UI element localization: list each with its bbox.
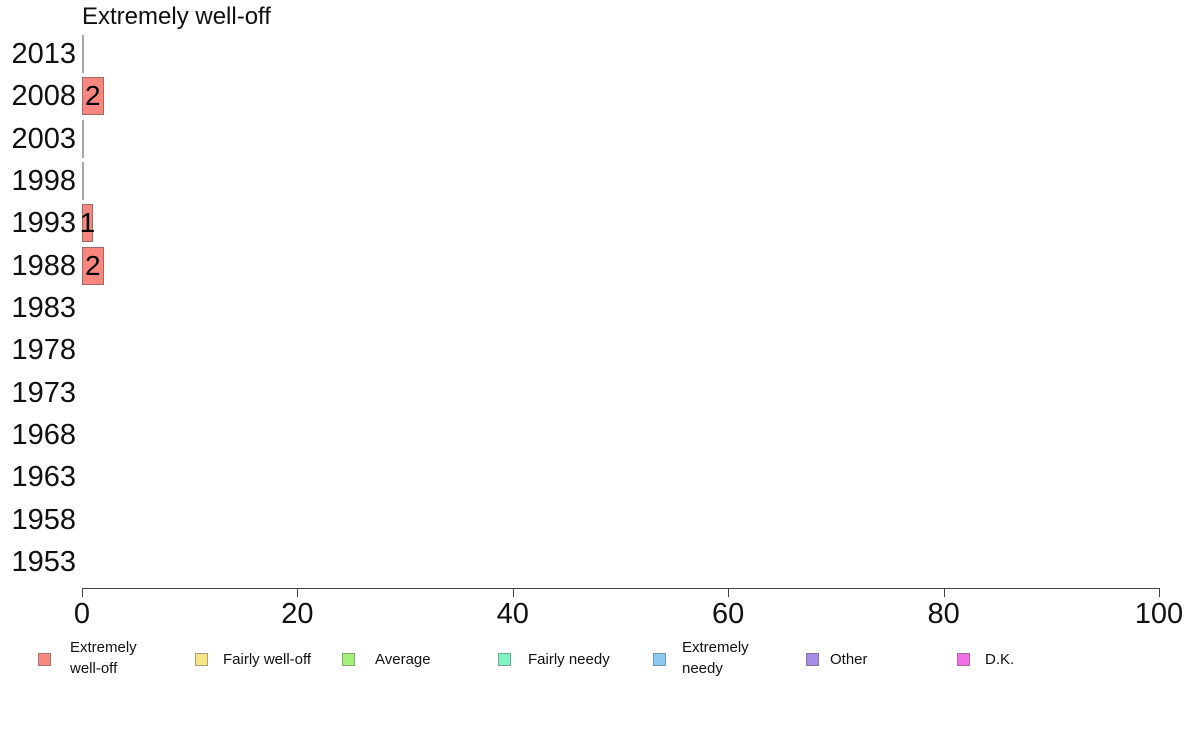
legend-item[interactable]: Fairly well-off xyxy=(195,636,333,682)
bar xyxy=(82,246,104,285)
y-tick-label: 1958 xyxy=(11,503,76,536)
x-tick-label: 100 xyxy=(1134,598,1184,630)
x-tick-mark xyxy=(728,588,730,597)
bar xyxy=(82,204,93,243)
bar-value-label: 2 xyxy=(84,80,101,112)
chart-title: Extremely well-off xyxy=(82,3,271,30)
y-tick-label: 1993 xyxy=(11,207,76,240)
legend-swatch xyxy=(653,653,666,666)
x-tick-label: 80 xyxy=(927,598,960,630)
legend-item[interactable]: Other xyxy=(806,636,940,682)
x-tick-label: 20 xyxy=(281,598,314,630)
y-tick-label: 2003 xyxy=(11,122,76,155)
y-tick-label: 1973 xyxy=(11,376,76,409)
legend-label: Extremely well-off xyxy=(70,639,137,677)
legend-label: Fairly well-off xyxy=(223,651,312,668)
y-tick-label: 1988 xyxy=(11,249,76,282)
legend-item[interactable]: Extremely well-off xyxy=(38,636,180,682)
legend-swatch xyxy=(195,653,208,666)
legend-label: Average xyxy=(375,651,431,668)
y-tick-label: 1978 xyxy=(11,334,76,367)
x-tick-mark xyxy=(1159,588,1160,597)
zero-value-bar xyxy=(82,119,84,158)
legend-label: Fairly needy xyxy=(528,651,610,668)
legend-swatch xyxy=(806,653,819,666)
x-tick-label: 60 xyxy=(712,598,745,630)
legend-swatch xyxy=(38,653,51,666)
legend-item[interactable]: Average xyxy=(342,636,485,682)
x-axis-line xyxy=(82,588,1159,589)
y-tick-label: 1963 xyxy=(11,461,76,494)
y-tick-label: 2013 xyxy=(11,38,76,70)
y-tick-label: 1953 xyxy=(11,545,76,578)
x-tick-mark xyxy=(512,588,514,597)
x-tick-mark xyxy=(82,588,83,597)
bar-value-label: 2 xyxy=(84,249,101,281)
x-tick-label: 40 xyxy=(496,598,529,630)
legend-item[interactable]: Extremely needy xyxy=(653,636,792,682)
legend-swatch xyxy=(342,653,355,666)
x-tick-label: 0 xyxy=(73,598,91,630)
legend-item[interactable]: D.K. xyxy=(957,636,1095,682)
zero-value-bar xyxy=(82,161,84,200)
y-tick-label: 1998 xyxy=(11,164,76,197)
x-tick-mark xyxy=(297,588,299,597)
bar xyxy=(82,77,104,116)
legend-swatch xyxy=(498,653,511,666)
legend-item[interactable]: Fairly needy xyxy=(498,636,638,682)
zero-value-bar xyxy=(82,35,84,73)
y-tick-label: 1968 xyxy=(11,418,76,451)
legend-label: D.K. xyxy=(985,651,1015,668)
legend-label: Other xyxy=(830,651,868,668)
legend-swatch xyxy=(957,653,970,666)
x-tick-mark xyxy=(943,588,945,597)
legend-label: Extremely needy xyxy=(682,639,749,677)
bar-value-label: 1 xyxy=(79,207,96,239)
y-tick-label: 2008 xyxy=(11,80,76,113)
y-tick-label: 1983 xyxy=(11,291,76,324)
